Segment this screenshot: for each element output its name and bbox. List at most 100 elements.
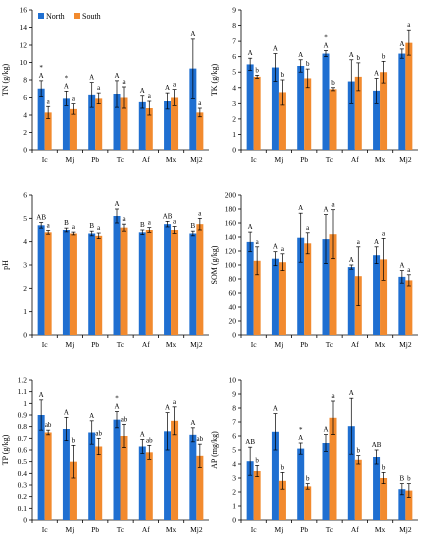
bar-south <box>354 76 362 150</box>
bar-south <box>145 452 153 520</box>
x-tick-label: Tc <box>117 155 125 164</box>
significance-letter: b <box>72 436 76 444</box>
x-tick-label: Ic <box>42 525 48 534</box>
bar-north <box>347 426 355 520</box>
bar-north <box>347 267 355 335</box>
bar-north <box>88 432 96 520</box>
x-tick-label: Pb <box>91 155 99 164</box>
significance-letter: a <box>173 218 177 226</box>
significance-letter: A <box>323 41 328 49</box>
significance-letter: A <box>64 408 69 416</box>
bar-north <box>398 489 406 520</box>
significance-letter: A <box>323 206 328 214</box>
significance-letter: B <box>64 219 69 227</box>
y-tick-label: 200 <box>225 191 237 200</box>
significance-letter: a <box>198 209 202 217</box>
significance-letter: b <box>281 463 285 471</box>
bar-south <box>69 461 77 520</box>
significance-letter: a <box>173 81 177 89</box>
y-tick-label: 1.2 <box>18 376 28 385</box>
y-tick-label: 0.9 <box>18 411 28 420</box>
bar-north <box>37 225 45 335</box>
significance-letter: a <box>306 224 310 232</box>
bar-north <box>164 224 172 335</box>
bar-north <box>347 81 355 150</box>
x-tick-label: Mx <box>375 525 386 534</box>
bar-south <box>196 112 204 150</box>
bar-south <box>304 243 312 335</box>
bar-north <box>271 67 279 150</box>
legend-label-north: North <box>46 12 65 21</box>
significance-letter: A <box>323 426 328 434</box>
y-tick-label: 140 <box>225 233 237 242</box>
bar-south <box>171 420 179 520</box>
significance-letter: A <box>89 74 94 82</box>
x-tick-label: Pb <box>300 340 308 349</box>
y-tick-label: 1.1 <box>18 387 28 396</box>
significance-letter: A <box>39 72 44 80</box>
bar-south <box>278 92 286 150</box>
legend: North South <box>38 12 101 21</box>
bar-south <box>380 72 388 150</box>
bar-south <box>95 446 103 520</box>
significance-letter: a <box>72 223 76 231</box>
x-tick-label: Mj <box>275 155 284 164</box>
bar-south <box>44 232 52 335</box>
y-tick-label: 6 <box>232 52 236 61</box>
y-tick-label: 0 <box>23 146 27 155</box>
y-tick-label: 0.8 <box>18 422 28 431</box>
y-tick-label: 3 <box>23 261 27 270</box>
significance-letter: A <box>399 40 404 48</box>
x-tick-label: Mj <box>66 155 75 164</box>
significance-letter: a <box>382 229 386 237</box>
significance-letter: A <box>374 238 379 246</box>
y-tick-label: 0 <box>232 146 236 155</box>
bar-south <box>278 480 286 520</box>
y-axis-label: TP (g/kg) <box>1 434 10 465</box>
significance-letter: b <box>331 79 335 87</box>
x-tick-label: Mj2 <box>399 155 412 164</box>
y-tick-label: 1 <box>23 399 27 408</box>
bar-south <box>380 478 388 520</box>
y-tick-label: 2 <box>23 284 27 293</box>
y-tick-label: 0.3 <box>18 481 28 490</box>
x-tick-label: Ic <box>251 340 257 349</box>
significance-letter: B <box>140 221 145 229</box>
x-tick-label: Mx <box>375 155 386 164</box>
y-tick-label: 7 <box>232 37 236 46</box>
x-tick-label: Mj <box>66 525 75 534</box>
bar-north <box>164 431 172 520</box>
significance-letter: a <box>72 95 76 103</box>
y-tick-label: 2 <box>232 488 236 497</box>
significance-letter: A <box>190 30 195 38</box>
x-tick-label: Ic <box>42 155 48 164</box>
significance-letter: AB <box>36 214 46 222</box>
y-tick-label: 180 <box>225 205 237 214</box>
bar-north <box>189 68 197 150</box>
bar-south <box>253 471 261 520</box>
bar-south <box>69 108 77 150</box>
bar-north <box>322 53 330 150</box>
significance-letter: A <box>273 243 278 251</box>
x-tick-label: Af <box>142 340 150 349</box>
y-tick-label: 4 <box>23 237 27 246</box>
bar-north <box>62 230 70 335</box>
significance-star: * <box>299 426 303 434</box>
bar-south <box>278 262 286 335</box>
y-tick-label: 0.7 <box>18 434 28 443</box>
significance-letter: a <box>281 245 285 253</box>
bar-south <box>95 235 103 335</box>
x-tick-label: Mj2 <box>190 525 203 534</box>
x-tick-label: Pb <box>91 525 99 534</box>
y-tick-label: 6 <box>23 191 27 200</box>
x-tick-label: Ic <box>42 340 48 349</box>
y-tick-label: 7 <box>232 418 236 427</box>
significance-letter: a <box>47 97 51 105</box>
significance-letter: a <box>198 99 202 107</box>
bar-south <box>120 436 128 520</box>
bar-north <box>398 276 406 335</box>
y-tick-label: 4 <box>23 111 27 120</box>
bar-south <box>253 260 261 335</box>
y-tick-label: 2 <box>232 114 236 123</box>
x-tick-label: Af <box>142 155 150 164</box>
